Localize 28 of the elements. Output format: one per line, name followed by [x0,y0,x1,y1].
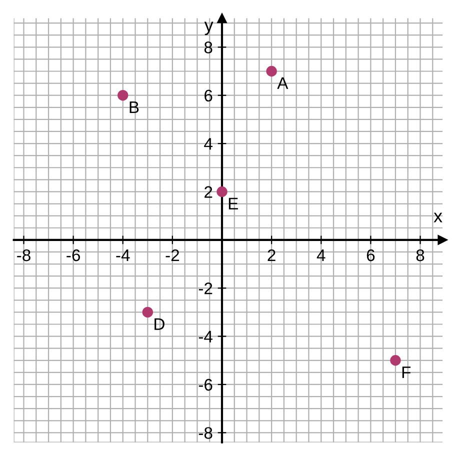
point [118,90,128,101]
x-tick-label: 8 [416,249,424,262]
y-tick-label: -4 [198,330,212,342]
x-axis-title: x [434,212,442,222]
y-tick-label: -2 [198,282,212,294]
y-tick-label: 8 [204,42,212,54]
y-tick-label: 2 [204,186,212,198]
x-tick-label: -4 [116,250,130,262]
point [142,306,154,318]
x-tick-label: 6 [366,249,375,262]
x-tick-label: -2 [166,249,180,262]
point [390,355,401,366]
annotation: A [277,77,288,89]
x-tick-label: 2 [268,249,276,262]
x-tick-label: 4 [316,250,326,262]
annotation: D [154,318,164,330]
y-tick-label: 6 [204,90,212,102]
y-tick-label: -6 [198,378,212,391]
x-tick-label: -6 [66,249,80,262]
annotation: E [228,198,238,210]
annotation: B [130,102,139,113]
y-tick-label: 4 [204,138,212,150]
y-tick-label: -8 [198,427,212,439]
annotation: F [402,366,411,378]
point [216,186,228,198]
y-axis-title: y [204,22,214,36]
point [266,66,277,77]
x-tick-label: -8 [17,249,30,262]
